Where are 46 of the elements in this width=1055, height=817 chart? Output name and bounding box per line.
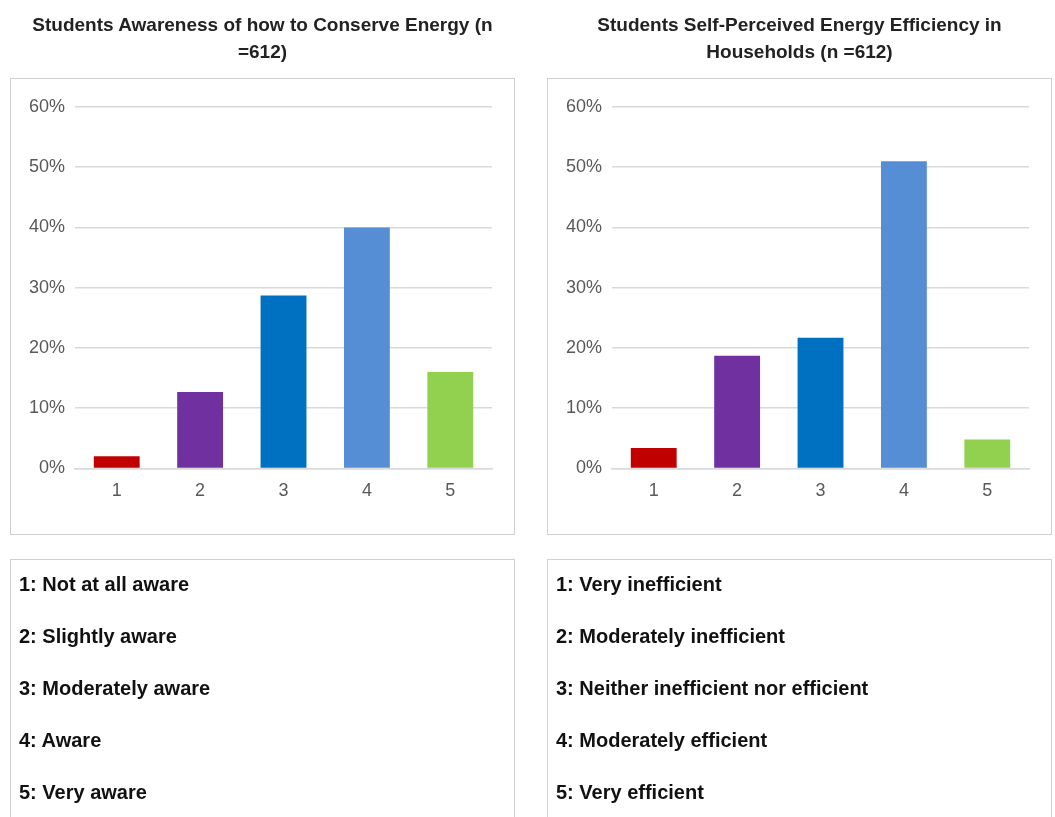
x-tick-label: 1 (111, 480, 122, 501)
text: 4: Aware (19, 728, 103, 753)
bar (964, 439, 1011, 468)
y-tick-label: 20% (566, 336, 603, 357)
text: 2: Slightly aware (19, 624, 178, 649)
text: 3: Neither inefficient nor efficient (556, 676, 870, 701)
x-tick-label: 5 (982, 480, 993, 501)
y-tick-label: 30% (566, 276, 603, 297)
text: 5: Very aware (19, 780, 148, 805)
bar (714, 355, 761, 468)
y-tick-label: 0% (576, 457, 603, 478)
x-tick-label: 3 (278, 480, 289, 501)
x-tick-label: 5 (445, 480, 456, 501)
y-tick-label: 10% (29, 397, 66, 418)
bar (93, 456, 140, 468)
y-tick-label: 40% (29, 216, 66, 237)
y-tick-label: 10% (566, 397, 603, 418)
y-tick-label: 50% (566, 156, 603, 177)
bar (177, 391, 224, 468)
x-tick-label: 4 (898, 480, 909, 501)
chart-title: Students Awareness of how to Conserve Energy (n =612) (31, 13, 494, 64)
bar (260, 295, 307, 468)
text: 1: Very inefficient (556, 572, 723, 597)
text: 1: Not at all aware (19, 572, 191, 597)
x-tick-label: 4 (361, 480, 372, 501)
chart-title: Students Self-Perceived Energy Efficiency in Households (n =612) (596, 13, 1003, 64)
y-tick-label: 40% (566, 216, 603, 237)
x-tick-label: 3 (815, 480, 826, 501)
y-tick-label: 60% (566, 95, 603, 116)
y-tick-label: 60% (29, 95, 66, 116)
bar (797, 337, 844, 468)
text: 4: Moderately efficient (556, 728, 769, 753)
y-tick-label: 0% (39, 457, 66, 478)
x-tick-label: 1 (648, 480, 659, 501)
x-tick-label: 2 (732, 480, 743, 501)
x-tick-label: 2 (195, 480, 206, 501)
bar (630, 447, 677, 468)
y-tick-label: 30% (29, 276, 66, 297)
bar (427, 372, 474, 468)
bar (343, 227, 390, 468)
text: 2: Moderately inefficient (556, 624, 786, 649)
y-tick-label: 50% (29, 156, 66, 177)
bar (880, 161, 927, 468)
y-tick-label: 20% (29, 336, 66, 357)
text: 5: Very efficient (556, 780, 705, 805)
text: 3: Moderately aware (19, 676, 212, 701)
